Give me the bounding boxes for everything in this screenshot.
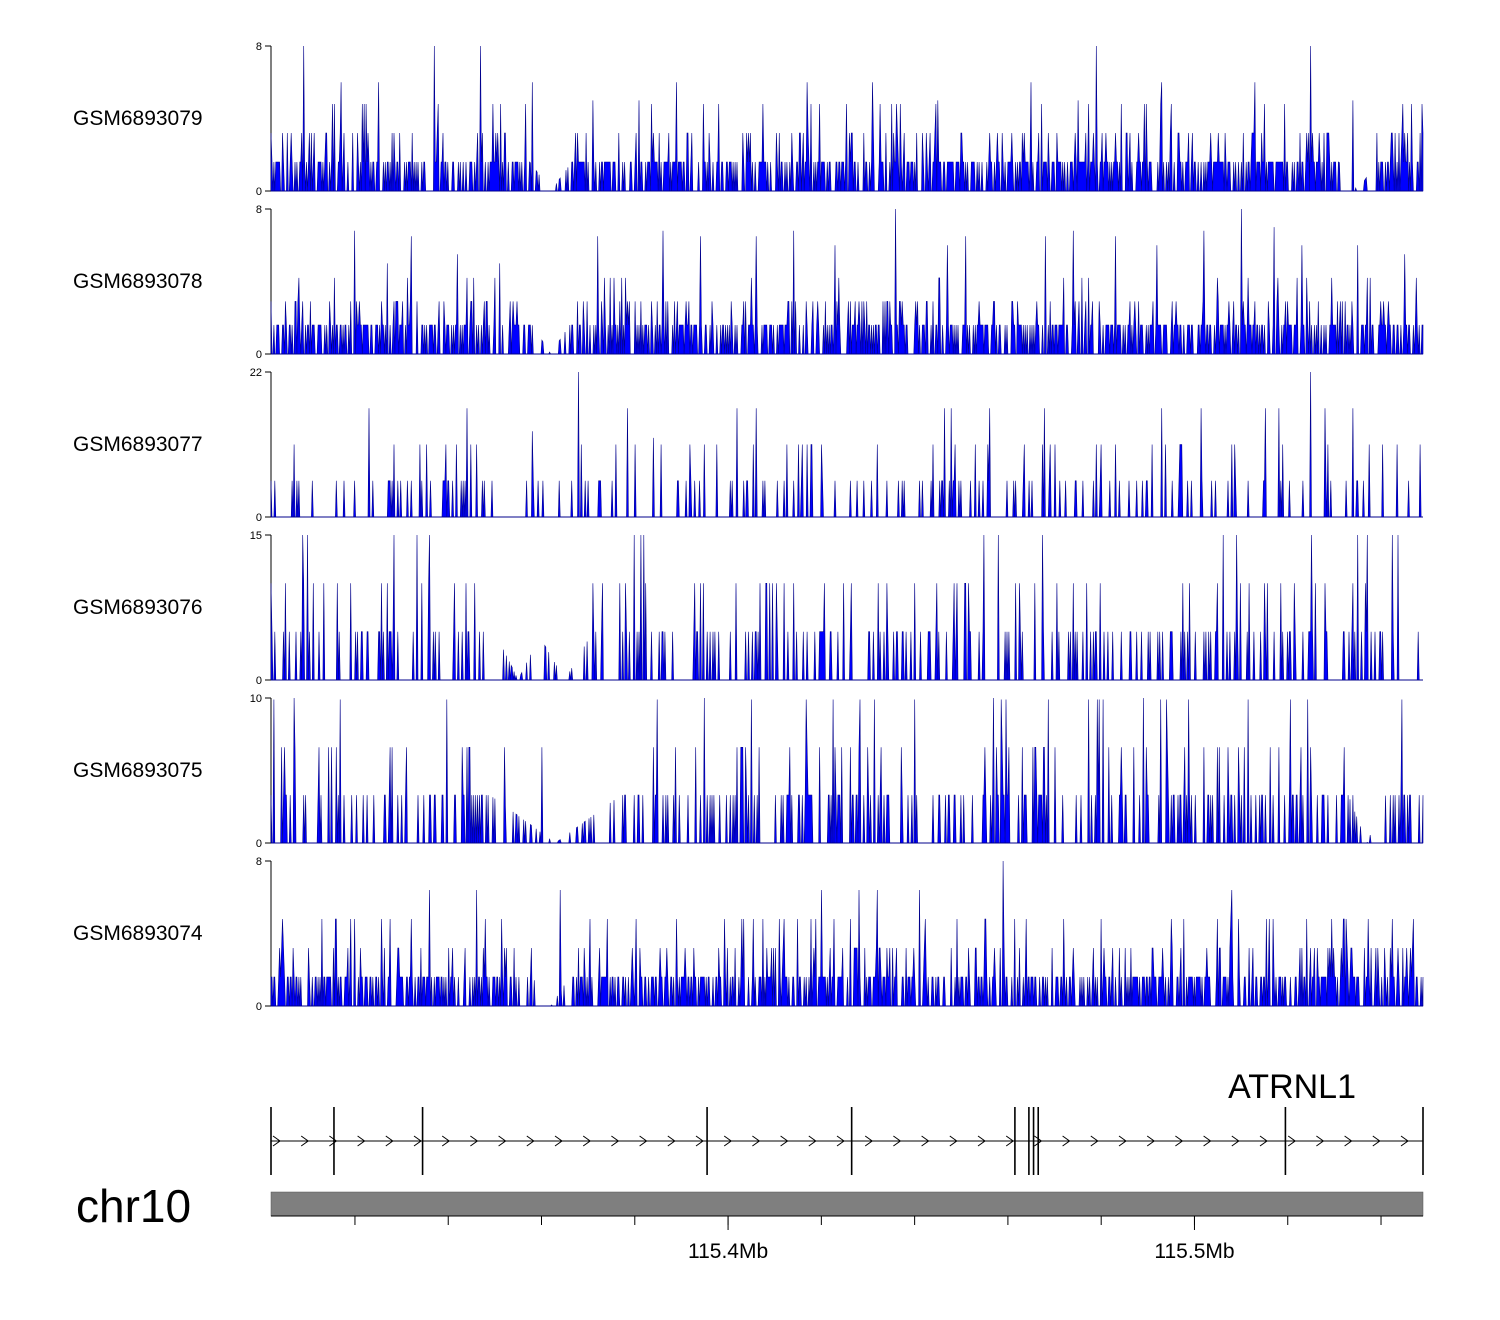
signal-area [270,860,1424,1007]
strand-arrow [470,1135,479,1147]
gene-name-label: ATRNL1 [1228,1068,1356,1106]
strand-arrow [1372,1135,1381,1147]
y-axis-min-label: 0 [256,1001,262,1013]
y-axis-max-label: 22 [250,367,262,379]
strand-arrow [611,1135,620,1147]
y-axis-max-label: 10 [250,693,262,705]
y-axis-min-label: 0 [256,512,262,524]
track-GSM6893079: GSM6893079 8 0 [73,41,1424,198]
track-label: GSM6893075 [73,759,203,782]
strand-arrow [329,1135,338,1147]
strand-arrow [1344,1135,1353,1147]
signal-area [270,697,1424,844]
strand-arrow [1287,1135,1297,1147]
track-GSM6893076: GSM6893076 15 0 [73,530,1423,687]
strand-arrow [977,1135,986,1147]
strand-arrow [1146,1135,1156,1147]
y-axis-max-label: 8 [256,856,262,868]
strand-arrow [1316,1135,1325,1147]
strand-arrow [441,1135,451,1147]
y-axis-min-label: 0 [256,186,262,198]
signal-area [270,371,1423,518]
strand-arrow [667,1135,676,1147]
track-label: GSM6893079 [73,107,203,130]
strand-arrow [780,1135,789,1147]
genome-position-label: 115.4Mb [688,1240,768,1263]
y-axis-min-label: 0 [256,838,262,850]
strand-arrow [836,1135,845,1147]
strand-arrow [893,1135,902,1147]
strand-arrow [272,1135,281,1147]
strand-arrow [582,1135,592,1147]
chromosome-bar [270,1191,1424,1217]
track-GSM6893074: GSM6893074 8 0 [73,856,1424,1013]
strand-arrow [554,1135,563,1147]
strand-arrow [1090,1135,1099,1147]
strand-arrow [921,1135,930,1147]
track-label: GSM6893078 [73,270,203,293]
y-axis-max-label: 15 [250,530,262,542]
signal-area [270,45,1424,192]
strand-arrow [1259,1135,1268,1147]
strand-arrow [413,1135,422,1147]
strand-arrow [1118,1135,1127,1147]
y-axis-max-label: 8 [256,204,262,216]
genome-position-label: 115.5Mb [1154,1240,1234,1263]
gene-track: ATRNL1 [270,1068,1424,1175]
strand-arrow [357,1135,366,1147]
strand-arrow [1005,1135,1015,1147]
strand-arrow [1175,1135,1184,1147]
signal-area [270,208,1424,355]
y-axis-min-label: 0 [256,675,262,687]
strand-arrow [864,1135,874,1147]
strand-arrow [949,1135,958,1147]
track-label: GSM6893076 [73,596,203,619]
strand-arrow [1400,1135,1409,1147]
strand-arrow [695,1135,704,1147]
y-axis-min-label: 0 [256,349,262,361]
track-GSM6893078: GSM6893078 8 0 [73,204,1424,361]
strand-arrow [1062,1135,1071,1147]
strand-arrow [1203,1135,1212,1147]
strand-arrow [752,1135,761,1147]
y-axis-max-label: 8 [256,41,262,53]
strand-arrow [385,1135,394,1147]
track-label: GSM6893074 [73,922,203,945]
strand-arrow [1034,1135,1043,1147]
track-label: GSM6893077 [73,433,203,456]
track-GSM6893077: GSM6893077 22 0 [73,367,1423,524]
strand-arrow [1231,1135,1240,1147]
track-GSM6893075: GSM6893075 10 0 [73,693,1424,850]
strand-arrow [498,1135,507,1147]
strand-arrow [639,1135,648,1147]
strand-arrow [300,1135,310,1147]
strand-arrow [723,1135,733,1147]
strand-arrow [526,1135,535,1147]
signal-tracks: GSM689307980GSM689307880GSM6893077220GSM… [73,41,1424,1013]
signal-area [270,534,1423,681]
chromosome-ideogram: chr10 115.4Mb 115.5Mb [76,1180,1424,1263]
chromosome-label: chr10 [76,1180,191,1232]
strand-arrow [808,1135,817,1147]
